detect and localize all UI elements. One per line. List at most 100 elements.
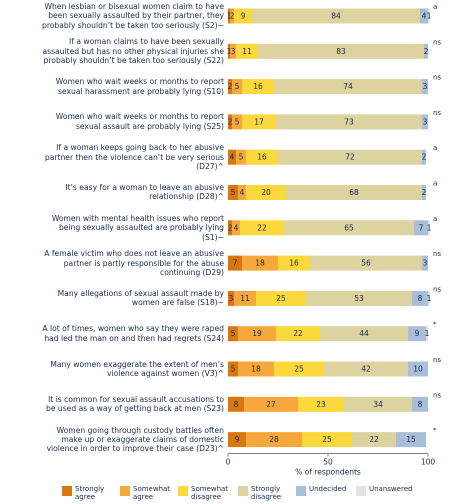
bar-segment <box>352 432 396 448</box>
value-label: 84 <box>331 12 341 21</box>
value-label: 34 <box>373 400 383 409</box>
bar-segment <box>286 185 422 200</box>
bar-segment <box>228 255 242 271</box>
annotation: ns <box>433 356 441 364</box>
bar-segment <box>228 79 232 95</box>
bar-segment <box>274 79 422 95</box>
category-label: It is common for sexual assault accusati… <box>46 394 224 414</box>
category-label: A lot of times, women who say they were … <box>42 324 224 343</box>
bar-segment <box>320 326 408 342</box>
value-label: 2 <box>230 12 235 21</box>
value-label: 11 <box>242 47 252 56</box>
bar-segment <box>276 114 422 130</box>
category-label: Women with mental health issues who repo… <box>51 213 224 242</box>
value-label: 5 <box>239 153 244 162</box>
bar-segment <box>428 290 430 306</box>
bar-segment <box>242 79 274 95</box>
value-label: 5 <box>231 365 236 374</box>
value-label: 1 <box>427 12 432 21</box>
value-label: 2 <box>228 117 233 126</box>
value-label: 5 <box>235 117 240 126</box>
bar-segment <box>238 361 274 377</box>
value-label: 72 <box>345 153 355 162</box>
bar-segment <box>324 361 408 377</box>
annotation: * <box>433 427 437 435</box>
annotation: a <box>433 144 437 152</box>
legend-swatch <box>356 486 366 496</box>
value-label: 8 <box>418 400 423 409</box>
value-label: 4 <box>422 12 427 21</box>
bar-segment <box>238 326 276 342</box>
legend-swatch <box>296 486 306 496</box>
bar-segment <box>246 149 278 165</box>
bar-segment <box>306 290 412 306</box>
x-axis-title: % of respondents <box>295 468 361 477</box>
value-label: 3 <box>423 117 428 126</box>
value-label: 22 <box>369 435 379 444</box>
value-label: 25 <box>294 365 304 374</box>
bar-segment <box>234 8 252 24</box>
value-label: 20 <box>261 188 271 197</box>
category-label: If a woman claims to have been sexually … <box>42 37 224 66</box>
bar-segment <box>232 79 242 95</box>
value-label: 16 <box>257 153 267 162</box>
legend-label: Somewhat agree <box>133 485 171 501</box>
bar-segment <box>228 185 238 200</box>
legend-swatch <box>62 486 72 496</box>
value-label: 10 <box>413 365 423 374</box>
bar-segment <box>426 326 428 342</box>
bar-segment <box>252 8 420 24</box>
value-label: 16 <box>289 259 299 268</box>
bar-segment <box>428 8 430 24</box>
annotation: ns <box>433 391 441 399</box>
annotation: ns <box>433 109 441 117</box>
value-label: 83 <box>336 47 346 56</box>
value-label: 53 <box>354 294 364 303</box>
bar-segment <box>244 396 298 412</box>
bar-segment <box>422 255 428 271</box>
value-label: 4 <box>240 188 245 197</box>
bar-segment <box>242 114 276 130</box>
annotation: * <box>433 321 437 329</box>
x-tick-label: 0 <box>226 458 231 467</box>
bar-segment <box>408 361 428 377</box>
bar-segment <box>228 396 244 412</box>
legend-swatch <box>178 486 188 496</box>
legend-label: Unanswered <box>369 485 413 493</box>
bar-segment <box>408 326 426 342</box>
annotation: ns <box>433 285 441 293</box>
value-label: 56 <box>361 259 371 268</box>
value-label: 27 <box>266 400 276 409</box>
value-label: 1 <box>425 329 430 338</box>
annotation: ns <box>433 38 441 46</box>
category-label: It’s easy for a woman to leave an abusiv… <box>65 183 224 202</box>
category-label: Many allegations of sexual assault made … <box>57 288 224 308</box>
bar-segment <box>310 255 422 271</box>
value-label: 73 <box>344 117 354 126</box>
bar-segment <box>228 361 238 377</box>
bar-segment <box>236 43 258 59</box>
value-label: 15 <box>406 435 416 444</box>
value-label: 11 <box>240 294 250 303</box>
annotation: a <box>433 180 437 188</box>
value-label: 28 <box>269 435 279 444</box>
value-label: 7 <box>233 259 238 268</box>
bar-segment <box>230 8 234 24</box>
bar-segment <box>228 326 238 342</box>
value-label: 3 <box>229 294 234 303</box>
legend-label: Strongly disagree <box>251 485 282 501</box>
value-label: 18 <box>255 259 265 268</box>
value-label: 5 <box>235 82 240 91</box>
bar-segment <box>246 185 286 200</box>
value-label: 7 <box>419 223 424 232</box>
bar-segment <box>228 432 246 448</box>
value-label: 3 <box>423 82 428 91</box>
bar-segment <box>232 114 242 130</box>
category-label: A female victim who does not leave an ab… <box>44 249 224 277</box>
value-label: 2 <box>424 47 429 56</box>
value-label: 8 <box>418 294 423 303</box>
value-label: 1 <box>427 223 432 232</box>
bar-segment <box>422 79 428 95</box>
